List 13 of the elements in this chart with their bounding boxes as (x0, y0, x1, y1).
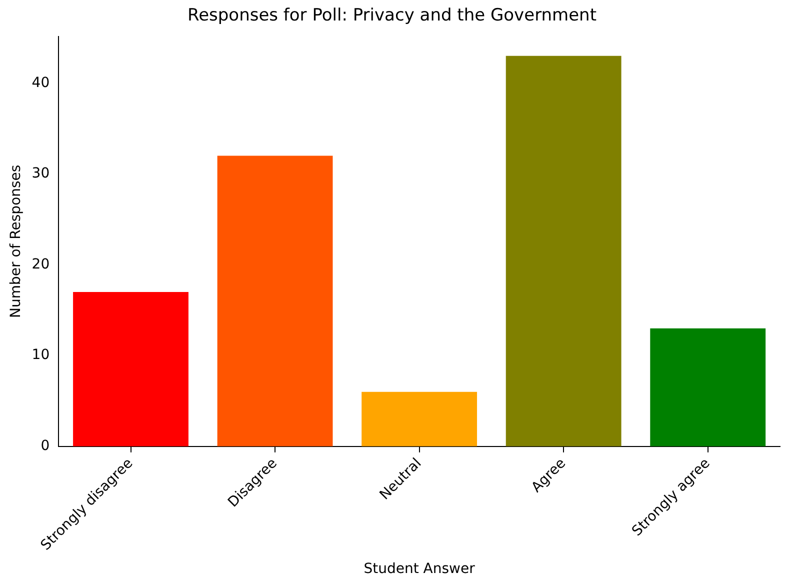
bar (362, 392, 478, 446)
y-tick-label: 10 (32, 347, 50, 364)
y-axis-title: Number of Responses (8, 164, 24, 318)
bar (506, 56, 622, 446)
bar (650, 328, 766, 446)
bar (217, 156, 333, 446)
y-tick-label: 0 (40, 438, 50, 454)
y-tick-label: 40 (32, 74, 50, 91)
x-axis-title: Student Answer (364, 561, 476, 578)
y-tick-label: 30 (32, 166, 50, 182)
bar (73, 292, 188, 446)
chart-title: Responses for Poll: Privacy and the Government (188, 6, 597, 26)
y-tick-label: 20 (32, 256, 50, 272)
